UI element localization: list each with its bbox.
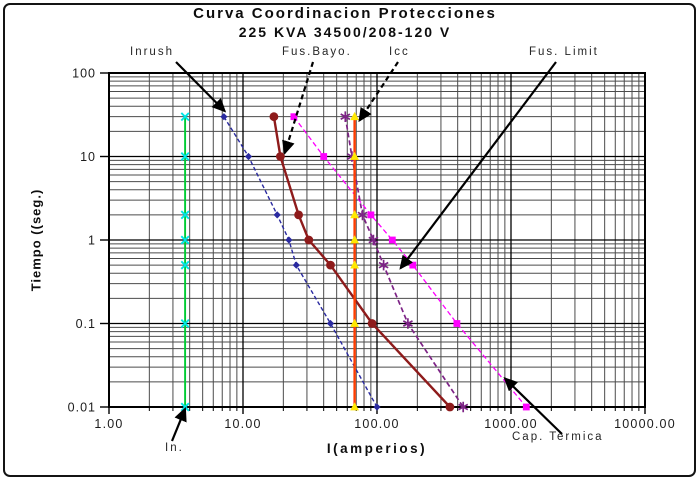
callout-label-fus-bayo: Fus.Bayo. — [282, 46, 352, 58]
x-tick-label: 1000.00 — [484, 417, 538, 431]
y-tick-label: 0.1 — [76, 317, 96, 331]
callout-arrow-fus-bayo — [282, 61, 315, 155]
series-markers-icc — [350, 111, 359, 411]
callout-arrow-fus-limit — [399, 61, 557, 270]
callout-arrow-inrush — [175, 61, 227, 113]
series — [180, 111, 530, 413]
chart-subtitle: 225 KVA 34500/208-120 V — [238, 24, 452, 40]
callout-arrow-cap-termica — [503, 377, 563, 435]
axis-tick-labels: 1.00 10.00 100.00 1000.00 10000.00 100 10 1 0.1 0… — [68, 67, 676, 432]
chart-title-block: Curva Coordinacion Protecciones 225 KVA … — [0, 5, 690, 40]
x-axis-title: I(amperios) — [326, 441, 428, 456]
x-tick-label: 10.00 — [224, 417, 261, 431]
callout-label-in: In. — [165, 442, 184, 454]
series-markers-inrush — [220, 113, 381, 411]
callout-arrow-in — [170, 407, 187, 442]
callout-arrow-icc — [358, 61, 399, 123]
callout-label-inrush: Inrush — [130, 46, 174, 58]
y-tick-label: 0.01 — [68, 401, 96, 415]
callout-arrows — [170, 61, 563, 442]
y-tick-label: 100 — [72, 67, 96, 81]
axis-ticks — [100, 72, 646, 414]
series-markers-fus-limit — [340, 111, 469, 413]
series-markers-in — [180, 112, 190, 412]
y-tick-label: 10 — [80, 150, 96, 164]
series-markers-fus-bayo — [269, 112, 455, 412]
callout-label-fus-limit: Fus. Limit — [529, 46, 599, 58]
x-tick-label: 100.00 — [354, 417, 399, 431]
x-tick-label: 10000.00 — [614, 417, 676, 431]
callout-label-icc: Icc — [389, 46, 410, 58]
y-tick-label: 1 — [88, 234, 96, 248]
callout-label-cap-termica: Cap. Termica — [512, 431, 604, 443]
x-tick-label: 1.00 — [94, 417, 123, 431]
chart-title: Curva Coordinacion Protecciones — [193, 5, 497, 22]
y-axis-title: Tiempo ((seg.) — [28, 188, 44, 292]
